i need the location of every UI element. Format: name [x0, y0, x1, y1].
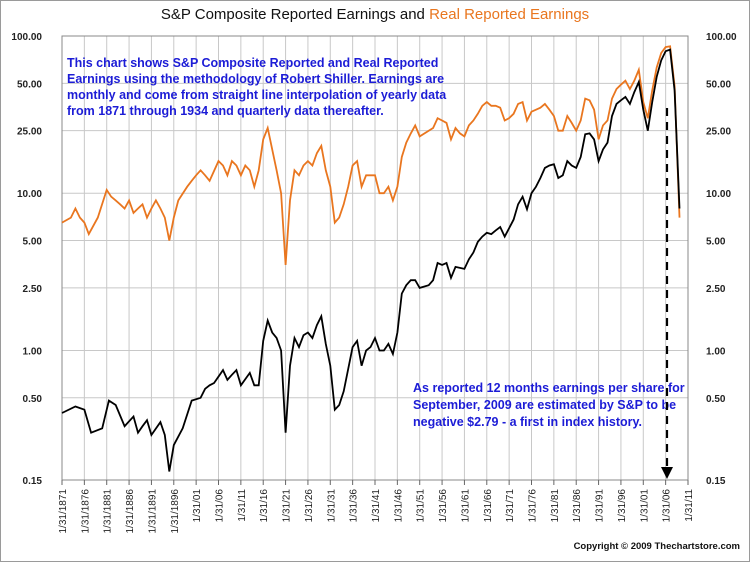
y-tick-label-right: 50.00: [706, 79, 731, 90]
x-tick-label: 1/31/26: [304, 489, 315, 523]
x-tick-label: 1/31/41: [371, 489, 382, 523]
y-tick-label-left: 5.00: [23, 237, 43, 248]
x-tick-label: 1/31/11: [684, 489, 695, 522]
chart-title: S&P Composite Reported Earnings and Real…: [0, 6, 750, 23]
x-tick-label: 1/31/81: [550, 489, 561, 523]
methodology-line: from 1871 through 1934 and quarterly dat…: [67, 104, 384, 118]
x-tick-label: 1/31/76: [528, 489, 539, 523]
x-tick-label: 1/31/01: [639, 489, 650, 523]
y-tick-label-left: 100.00: [11, 32, 42, 43]
methodology-line: Earnings using the methodology of Robert…: [67, 72, 444, 86]
x-tick-label: 1/31/86: [572, 489, 583, 523]
x-tick-label: 1/31/1886: [125, 489, 136, 534]
y-tick-label-left: 50.00: [17, 79, 42, 90]
note-line: September, 2009 are estimated by S&P to …: [413, 398, 676, 412]
x-tick-label: 1/31/06: [215, 489, 226, 523]
y-tick-label-right: 0.15: [706, 476, 726, 487]
y-tick-label-right: 25.00: [706, 127, 731, 138]
x-tick-label: 1/31/11: [237, 489, 248, 522]
x-tick-label: 1/31/1876: [80, 489, 91, 534]
y-tick-label-right: 0.50: [706, 394, 726, 405]
negative-earnings-arrow-head: [661, 467, 673, 479]
real-earnings-line: [61, 45, 681, 265]
methodology-note: This chart shows S&P Composite Reported …: [67, 56, 447, 118]
x-tick-label: 1/31/21: [282, 489, 293, 523]
x-tick-label: 1/31/1891: [147, 489, 158, 534]
copyright: Copyright © 2009 Thechartstore.com: [573, 541, 740, 552]
x-tick-label: 1/31/06: [662, 489, 673, 523]
methodology-line: monthly and come from straight line inte…: [67, 88, 447, 102]
x-tick-label: 1/31/1896: [170, 489, 181, 534]
september-2009-note: As reported 12 months earnings per share…: [413, 381, 685, 429]
x-axis: 1/31/1871 1/31/1876 1/31/1881 1/31/1886 1/31…: [58, 480, 695, 534]
methodology-line: This chart shows S&P Composite Reported …: [67, 56, 438, 70]
x-tick-label: 1/31/31: [326, 489, 337, 523]
y-tick-label-left: 1.00: [23, 346, 43, 357]
y-tick-label-left: 2.50: [23, 284, 43, 295]
x-tick-label: 1/31/16: [259, 489, 270, 523]
y-tick-label-right: 2.50: [706, 284, 726, 295]
nominal-earnings-line: [61, 48, 681, 472]
x-tick-label: 1/31/61: [460, 489, 471, 523]
y-tick-label-right: 10.00: [706, 189, 731, 200]
y-tick-label-left: 25.00: [17, 127, 42, 138]
y-tick-label-right: 1.00: [706, 346, 726, 357]
x-tick-label: 1/31/51: [416, 489, 427, 523]
x-tick-label: 1/31/91: [595, 489, 606, 523]
note-line: negative $2.79 - a first in index histor…: [413, 415, 642, 429]
y-tick-label-left: 10.00: [17, 189, 42, 200]
y-tick-label-right: 100.00: [706, 32, 737, 43]
x-tick-label: 1/31/01: [192, 489, 203, 523]
x-tick-label: 1/31/66: [483, 489, 494, 523]
x-tick-label: 1/31/56: [438, 489, 449, 523]
y-axis-left: 0.15 0.50 1.00 2.50 5.00 10.00 25.00 50.00 100.0…: [11, 32, 42, 487]
title-real: Real Reported Earnings: [429, 6, 590, 23]
x-tick-label: 1/31/1871: [58, 489, 69, 534]
y-tick-label-left: 0.50: [23, 394, 43, 405]
x-tick-label: 1/31/46: [393, 489, 404, 523]
grid: [61, 35, 689, 481]
x-tick-label: 1/31/96: [617, 489, 628, 523]
note-line: As reported 12 months earnings per share…: [413, 381, 685, 395]
y-axis-right: 0.15 0.50 1.00 2.50 5.00 10.00 25.00 50.00 100.0…: [706, 32, 737, 487]
y-tick-label-right: 5.00: [706, 237, 726, 248]
title-nominal: S&P Composite Reported Earnings and: [160, 6, 430, 23]
x-tick-label: 1/31/71: [505, 489, 516, 523]
y-tick-label-left: 0.15: [23, 476, 43, 487]
x-tick-label: 1/31/1881: [103, 489, 114, 534]
x-tick-label: 1/31/36: [349, 489, 360, 523]
